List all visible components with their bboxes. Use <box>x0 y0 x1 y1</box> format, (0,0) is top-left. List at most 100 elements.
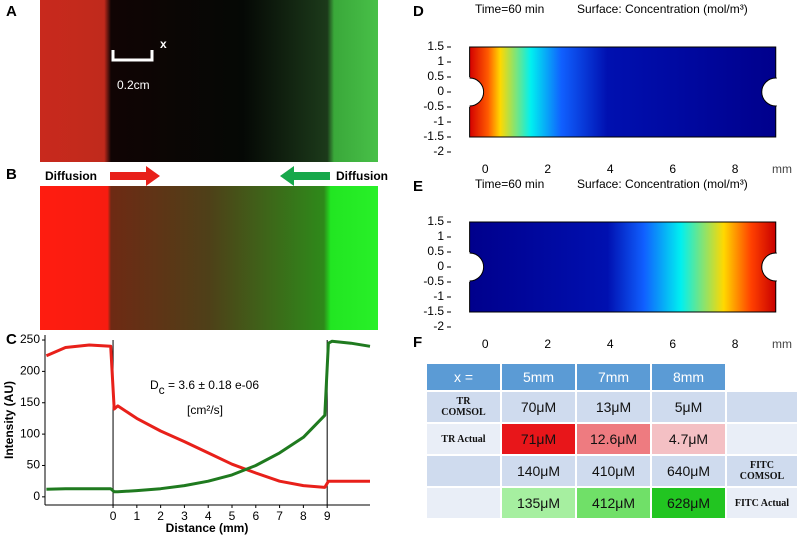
table-cell: 7mm <box>575 362 652 392</box>
row-label: TR COMSOL <box>441 396 486 418</box>
y-tick-label: 150 <box>20 395 40 409</box>
arrow-label: Diffusion <box>45 169 97 183</box>
table-cell: FITC Actual <box>725 486 799 520</box>
x-tick-label: 2 <box>544 162 551 176</box>
table-cell: 5μM <box>650 390 727 424</box>
table-row: TR COMSOL 70μM 13μM 5μM <box>425 390 799 424</box>
x-tick-label: 0 <box>482 162 489 176</box>
x-tick-label: 3 <box>181 509 188 523</box>
x-tick-label: 2 <box>544 337 551 351</box>
table-cell: 640μM <box>650 454 727 488</box>
y-tick-label: -1 <box>433 114 444 128</box>
edge-mask <box>454 252 470 282</box>
x-tick-label: 4 <box>607 337 614 351</box>
y-tick-label: -1 <box>433 289 444 303</box>
concentration-surface <box>469 46 777 138</box>
x-tick-label: 8 <box>732 337 739 351</box>
surface-title: Surface: Concentration (mol/m³) <box>577 2 748 16</box>
row-label: TR Actual <box>441 433 486 445</box>
table-cell: 12.6μM <box>575 422 652 456</box>
table-cell: 628μM <box>650 486 727 520</box>
y-tick-label: 0 <box>437 84 444 98</box>
x-tick-label: 0 <box>482 337 489 351</box>
panel-label: B <box>6 166 17 183</box>
edge-mask <box>776 252 792 282</box>
y-tick-label: 0 <box>437 259 444 273</box>
table-cell: TR COMSOL <box>425 390 502 424</box>
row-label: FITC Actual <box>734 497 790 509</box>
table-cell <box>725 422 799 456</box>
panel-label: A <box>6 3 17 20</box>
table-cell: 410μM <box>575 454 652 488</box>
concentration-surface <box>469 221 777 313</box>
table-cell: 71μM <box>500 422 577 456</box>
panel-label: F <box>413 334 422 351</box>
x-tick-label: 6 <box>669 162 676 176</box>
table-cell: 8mm <box>650 362 727 392</box>
table-cell: 5mm <box>500 362 577 392</box>
table-cell: 4.7μM <box>650 422 727 456</box>
annotation-subscript: c <box>159 383 165 397</box>
x-tick-label: 4 <box>607 162 614 176</box>
scale-bar <box>111 50 154 62</box>
table-cell <box>725 390 799 424</box>
table-cell: 70μM <box>500 390 577 424</box>
y-tick-label: 200 <box>20 364 40 378</box>
line-series <box>46 339 371 494</box>
x-tick-label: 0 <box>110 509 117 523</box>
y-tick-label: 100 <box>20 426 40 440</box>
table-row: 140μM 410μM 640μM FITC COMSOL <box>425 454 799 488</box>
table-cell <box>725 362 799 392</box>
y-tick-label: 0 <box>33 489 40 503</box>
y-tick-label: 50 <box>27 458 41 472</box>
table-cell: FITC COMSOL <box>725 454 799 488</box>
table-cell: 135μM <box>500 486 577 520</box>
x-tick-label: 4 <box>205 509 212 523</box>
row-label: FITC COMSOL <box>739 460 785 482</box>
table-cell: 13μM <box>575 390 652 424</box>
arrow-label: Diffusion <box>336 169 388 183</box>
table-cell: 412μM <box>575 486 652 520</box>
y-tick-label: 250 <box>20 332 40 346</box>
table-cell: TR Actual <box>425 422 502 456</box>
x-unit: mm <box>772 337 792 351</box>
y-tick-label: -0.5 <box>423 99 444 113</box>
time-label: Time=60 min <box>475 2 544 16</box>
x-unit: mm <box>772 162 792 176</box>
x-tick-label: 8 <box>300 509 307 523</box>
x-tick-label: 1 <box>133 509 140 523</box>
arrow <box>110 166 160 186</box>
line-series <box>45 343 370 489</box>
y-tick-label: 1 <box>437 229 444 243</box>
y-tick-label: 0.5 <box>427 244 444 258</box>
marker: x <box>160 37 167 51</box>
edge-mask <box>454 77 470 107</box>
table-cell <box>425 486 502 520</box>
table-row: TR Actual 71μM 12.6μM 4.7μM <box>425 422 799 456</box>
table-cell: x = <box>425 362 502 392</box>
table-row: x = 5mm 7mm 8mm <box>425 362 799 392</box>
y-tick-label: -1.5 <box>423 129 444 143</box>
y-tick-label: -2 <box>433 144 444 158</box>
annotation: Dc = 3.6 ± 0.18 e-06 <box>150 378 259 397</box>
surface-title: Surface: Concentration (mol/m³) <box>577 177 748 191</box>
panel-label: E <box>413 178 423 195</box>
table: x = 5mm 7mm 8mm TR COMSOL 70μM 13μM 5μM TR Actua… <box>425 362 799 520</box>
arrow <box>280 166 330 186</box>
y-tick-label: 0.5 <box>427 69 444 83</box>
y-tick-label: -2 <box>433 319 444 333</box>
edge-mask <box>776 77 792 107</box>
annotation-symbol: D <box>150 378 159 392</box>
y-tick-label: 1.5 <box>427 214 444 228</box>
table-cell <box>425 454 502 488</box>
y-tick-label: 1.5 <box>427 39 444 53</box>
x-axis-label: Distance (mm) <box>166 521 249 535</box>
x-tick-label: 6 <box>252 509 259 523</box>
x-tick-label: 8 <box>732 162 739 176</box>
x-tick-label: 7 <box>276 509 283 523</box>
annotation-units: [cm²/s] <box>187 403 223 417</box>
y-tick-label: -0.5 <box>423 274 444 288</box>
scale-label: 0.2cm <box>117 78 150 92</box>
micrograph <box>40 186 378 330</box>
